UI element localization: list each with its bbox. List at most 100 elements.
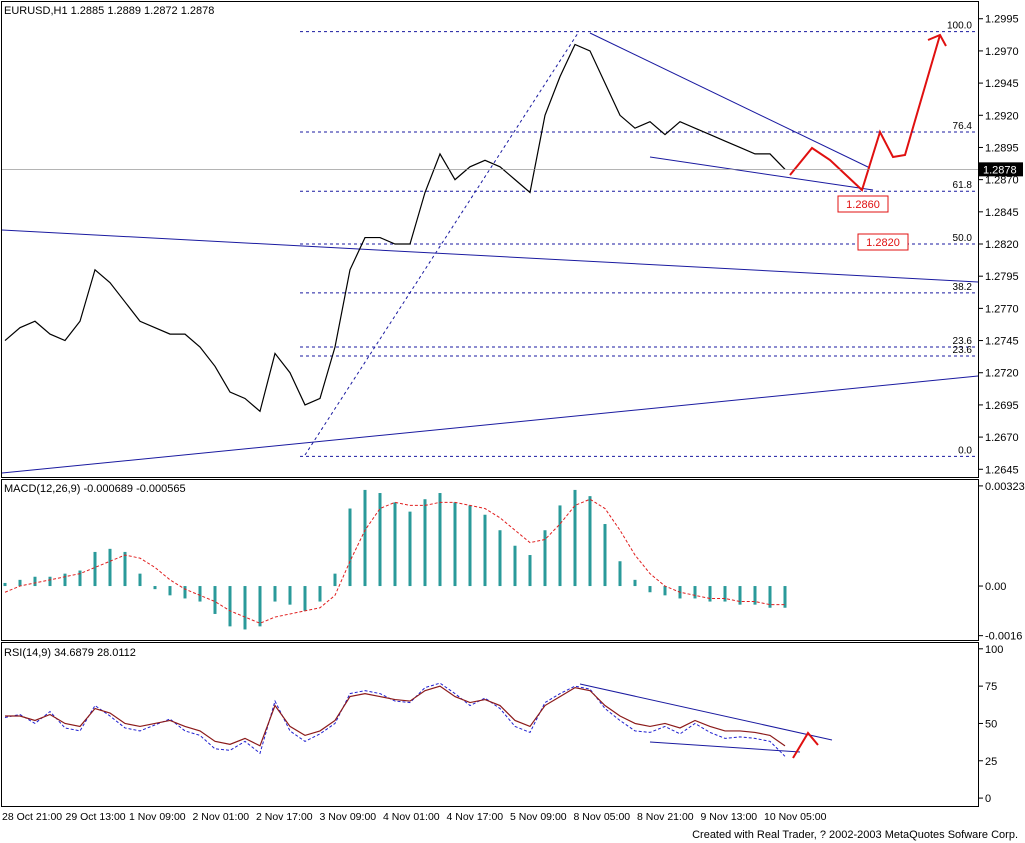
price-title: EURUSD,H1 1.2885 1.2889 1.2872 1.2878: [4, 5, 214, 17]
macd-bar: [123, 551, 127, 587]
macd-bar: [753, 586, 757, 605]
macd-bar: [78, 570, 82, 587]
macd-bar: [168, 586, 172, 596]
rsi-panel: [1, 642, 979, 807]
macd-bar: [108, 548, 112, 587]
macd-bar: [18, 579, 22, 587]
macd-bar: [633, 579, 637, 587]
macd-bar: [153, 586, 157, 590]
y-tick-label: -0.0016: [985, 631, 1022, 643]
macd-bar: [243, 586, 247, 630]
macd-bar: [213, 586, 217, 614]
price-annotation: 1.2820: [866, 237, 900, 249]
y-tick-label: 75: [985, 681, 997, 693]
x-tick-label: 29 Oct 13:00: [66, 811, 126, 823]
macd-bar: [648, 586, 652, 593]
y-tick-label: 1.2870: [985, 175, 1019, 187]
macd-bar: [138, 573, 142, 587]
x-tick-label: 4 Nov 17:00: [447, 811, 504, 823]
macd-bar: [183, 586, 187, 599]
macd-bar: [723, 586, 727, 602]
macd-bar: [318, 586, 322, 602]
macd-bar: [258, 586, 262, 627]
fib-label: 61.8: [953, 180, 973, 191]
macd-bar: [48, 576, 52, 587]
x-tick-label: 2 Nov 17:00: [256, 811, 313, 823]
y-tick-label: 1.2720: [985, 368, 1019, 380]
macd-bar: [498, 530, 502, 587]
x-tick-label: 3 Nov 09:00: [320, 811, 377, 823]
macd-signal: [4, 498, 785, 624]
current-price-box: [979, 162, 1023, 177]
x-tick-label: 1 Nov 09:00: [129, 811, 186, 823]
macd-bar: [3, 582, 7, 587]
price-annotation: 1.2860: [846, 199, 880, 211]
macd-bar: [693, 586, 697, 599]
macd-bar: [363, 489, 367, 587]
macd-bar: [483, 514, 487, 587]
macd-bar: [93, 551, 97, 587]
macd-bar: [528, 555, 532, 587]
x-tick-label: 28 Oct 21:00: [2, 811, 62, 823]
current-price-label: 1.2878: [983, 164, 1017, 176]
x-tick-label: 4 Nov 01:00: [383, 811, 440, 823]
y-tick-label: 1.2795: [985, 271, 1019, 283]
fib-label: 76.4: [953, 121, 973, 132]
x-tick-label: 8 Nov 05:00: [574, 811, 631, 823]
footer: Created with Real Trader, ? 2002-2003 Me…: [692, 829, 1018, 841]
x-tick-label: 9 Nov 13:00: [701, 811, 758, 823]
macd-bar: [63, 573, 67, 587]
y-tick-label: 1.2770: [985, 303, 1019, 315]
fib-label: 0.0: [958, 445, 972, 456]
projection-arrows: [789, 33, 947, 759]
macd-panel: [1, 479, 979, 641]
fib-label: 38.2: [953, 282, 973, 293]
y-tick-label: 1.2895: [985, 142, 1019, 154]
macd-bar: [618, 561, 622, 587]
macd-bar: [468, 505, 472, 587]
macd-bar: [453, 502, 457, 587]
price-line: [4, 43, 786, 413]
macd-title: MACD(12,26,9) -0.000689 -0.000565: [4, 483, 186, 495]
x-tick-label: 8 Nov 21:00: [637, 811, 694, 823]
trend-lines: [1, 32, 979, 753]
macd-bar: [573, 489, 577, 587]
y-tick-label: 0.00: [985, 581, 1006, 593]
macd-bar: [768, 586, 772, 608]
y-tick-label: 0.00323: [985, 481, 1025, 493]
macd-bar: [333, 573, 337, 587]
macd-bar: [378, 493, 382, 587]
rsi-line: [5, 685, 786, 747]
macd-bar: [423, 499, 427, 587]
y-tick-label: 0: [985, 793, 991, 805]
y-tick-label: 1.2695: [985, 400, 1019, 412]
macd-bar: [228, 586, 232, 627]
y-tick-label: 1.2995: [985, 14, 1019, 26]
y-tick-label: 1.2920: [985, 110, 1019, 122]
macd-bar: [408, 511, 412, 587]
macd-bar: [393, 502, 397, 587]
macd-bar: [603, 524, 607, 587]
price-annotation-box: [857, 233, 909, 251]
y-tick-label: 1.2945: [985, 78, 1019, 90]
fib-label: 100.0: [947, 21, 972, 32]
x-tick-label: 10 Nov 05:00: [764, 811, 827, 823]
y-tick-label: 25: [985, 756, 997, 768]
macd-bar: [558, 505, 562, 587]
y-tick-label: 1.2820: [985, 239, 1019, 251]
macd-bar: [198, 586, 202, 602]
fib-label: 50.0: [953, 233, 973, 244]
macd-bar: [33, 576, 37, 587]
macd-bar: [303, 586, 307, 611]
macd-bar: [663, 586, 667, 596]
macd-bar: [588, 496, 592, 587]
y-tick-label: 1.2645: [985, 464, 1019, 476]
y-tick-label: 50: [985, 718, 997, 730]
price-panel: [1, 1, 979, 478]
macd-bar: [738, 586, 742, 605]
macd-bar: [273, 586, 277, 602]
macd-bar: [783, 586, 787, 608]
y-tick-label: 1.2745: [985, 336, 1019, 348]
macd-bar: [543, 530, 547, 587]
